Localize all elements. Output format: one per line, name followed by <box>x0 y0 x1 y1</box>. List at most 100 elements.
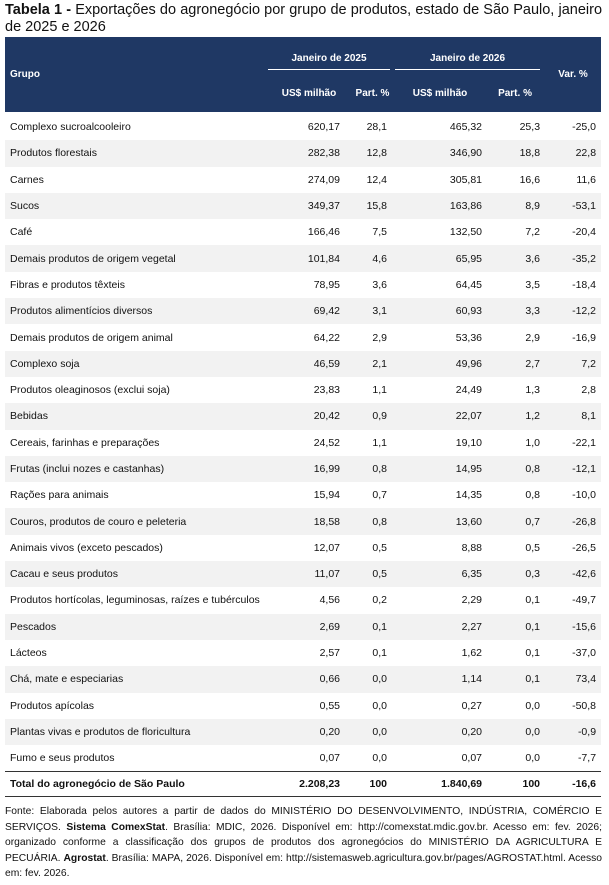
table-cell: 3,6 <box>372 278 388 291</box>
table-cell: 1,0 <box>525 436 541 449</box>
total-cell: 100 <box>485 771 546 798</box>
table-cell: Produtos apícolas <box>10 699 95 712</box>
table-cell: 2,9 <box>372 331 388 344</box>
table-row: Rações para animais 15,94 0,7 14,35 0,8 -10,0 <box>5 482 601 508</box>
table-cell: Couros, produtos de couro e peleteria <box>5 508 268 535</box>
table-cell: 346,90 <box>395 140 486 167</box>
table-cell: Café <box>10 226 33 239</box>
table-cell: -7,7 <box>577 752 597 765</box>
table-cell: 1,3 <box>525 384 541 397</box>
table-cell: 2,8 <box>581 384 597 397</box>
table-row: Complexo soja 46,59 2,1 49,96 2,7 7,2 <box>5 350 602 377</box>
table-cell: 65,95 <box>395 245 486 272</box>
table-cell: 12,4 <box>366 173 388 186</box>
header-var: Var. % <box>545 37 602 112</box>
table-cell: -50,8 <box>572 699 597 712</box>
table-cell: 2,69 <box>268 613 350 640</box>
total-cell: 2.208,23 <box>268 771 350 798</box>
table-row: Carnes 274,09 12,4 305,81 16,6 11,6 <box>5 167 601 193</box>
table-cell: 11,07 <box>268 561 350 588</box>
table-cell: 13,60 <box>395 508 486 535</box>
table-cell: Bebidas <box>5 403 268 430</box>
table-cell: 19,10 <box>455 436 483 449</box>
table-cell: 1,62 <box>461 647 483 660</box>
table-cell: -22,1 <box>572 436 597 449</box>
table-cell: Produtos alimentícios diversos <box>5 298 268 325</box>
table-row: Produtos oleaginosos (exclui soja) 23,83 1… <box>5 377 601 403</box>
table-row: Demais produtos de origem animal 64,22 2,9… <box>5 324 601 350</box>
table-cell: 1,14 <box>395 666 486 693</box>
table-cell: Animais vivos (exceto pescados) <box>10 541 163 554</box>
table-cell: Rações para animais <box>10 489 109 502</box>
total-row: Total do agronegócio de São Paulo 2.208,2… <box>5 771 602 798</box>
table-cell: 349,37 <box>268 192 350 220</box>
footnote-part: . Brasília: MDIC, 2026. Disponível em: h… <box>5 821 602 864</box>
header-sub: Part. % <box>485 74 546 112</box>
table-cell: 22,07 <box>395 403 486 430</box>
table-cell: 3,6 <box>485 245 546 272</box>
table-cell: Produtos hortícolas, leguminosas, raízes… <box>10 594 260 607</box>
table-cell: 0,0 <box>525 699 541 712</box>
table-cell: -0,9 <box>545 718 602 746</box>
table-cell: -26,5 <box>572 541 597 554</box>
table-cell: 6,35 <box>395 561 486 588</box>
table-row: Produtos florestais 282,38 12,8 346,90 18,8 2… <box>5 140 602 167</box>
table-cell: 274,09 <box>307 173 340 186</box>
table-cell: 23,83 <box>313 384 340 397</box>
table-row: Chá, mate e especiarias 0,66 0,0 1,14 0,1 73,… <box>5 666 602 693</box>
footnote-part: Fonte: Elaborada pelos autores a partir … <box>5 806 602 833</box>
table-cell: 2,27 <box>395 613 486 640</box>
table-cell: 53,36 <box>455 331 483 344</box>
table-cell: 8,9 <box>485 192 546 220</box>
table-cell: 12,8 <box>350 140 396 167</box>
table-row: Fibras e produtos têxteis 78,95 3,6 64,45 3,… <box>5 272 601 298</box>
table-cell: 64,22 <box>313 331 340 344</box>
table-cell: 0,5 <box>525 541 541 554</box>
table-cell: 16,99 <box>268 455 350 483</box>
table-cell: 0,27 <box>461 699 483 712</box>
table-cell: Produtos florestais <box>5 140 268 167</box>
table-cell: Demais produtos de origem animal <box>10 331 173 344</box>
table-cell: 0,0 <box>372 752 388 765</box>
table-cell: -49,7 <box>572 594 597 607</box>
header-period-label: Janeiro de 2025 <box>268 53 391 70</box>
table-cell: 3,5 <box>525 278 541 291</box>
header-sub: Part. % <box>350 74 396 112</box>
table-cell: 73,4 <box>545 666 602 693</box>
table-cell: Produtos oleaginosos (exclui soja) <box>10 384 170 397</box>
table-cell: 0,0 <box>350 718 396 746</box>
table-cell: 0,1 <box>525 594 541 607</box>
title-label: Tabela 1 - <box>5 2 72 18</box>
table-row: Plantas vivas e produtos de floricultura… <box>5 718 602 746</box>
title: Tabela 1 - Exportações do agronegócio po… <box>5 2 602 36</box>
table-row: Fumo e seus produtos 0,07 0,0 0,07 0,0 -7,7 <box>5 745 601 772</box>
table-cell: -15,6 <box>545 613 602 640</box>
table-cell: Carnes <box>10 173 44 186</box>
table-cell: Pescados <box>5 613 268 640</box>
table-cell: 8,88 <box>461 541 483 554</box>
table-cell: -53,1 <box>545 192 602 220</box>
table-cell: 0,1 <box>485 666 546 693</box>
table-row: Bebidas 20,42 0,9 22,07 1,2 8,1 <box>5 403 602 430</box>
table-cell: -20,4 <box>572 226 597 239</box>
table-cell: 15,8 <box>350 192 396 220</box>
table-cell: 0,3 <box>485 561 546 588</box>
title-text: Exportações do agronegócio por grupo de … <box>5 2 603 35</box>
table-cell: 4,56 <box>319 594 340 607</box>
footnote-part: Agrostat <box>63 852 106 864</box>
table-cell: 620,17 <box>307 121 340 134</box>
table-cell: 132,50 <box>449 226 483 239</box>
table-cell: Complexo sucroalcooleiro <box>10 121 131 134</box>
table-cell: 465,32 <box>449 121 483 134</box>
table-cell: 14,35 <box>455 489 483 502</box>
footnote-part: Sistema ComexStat <box>66 821 166 833</box>
table-cell: 46,59 <box>268 350 350 377</box>
header-period-label: Janeiro de 2026 <box>395 53 541 70</box>
table-cell: Fibras e produtos têxteis <box>10 278 125 291</box>
table-cell: 0,7 <box>485 508 546 535</box>
table-cell: 15,94 <box>313 489 340 502</box>
table-cell: Lácteos <box>10 647 47 660</box>
header-period: Janeiro de 2025 <box>268 37 396 74</box>
table-cell: 7,2 <box>545 350 602 377</box>
table-row: Couros, produtos de couro e peleteria 18,… <box>5 508 602 535</box>
